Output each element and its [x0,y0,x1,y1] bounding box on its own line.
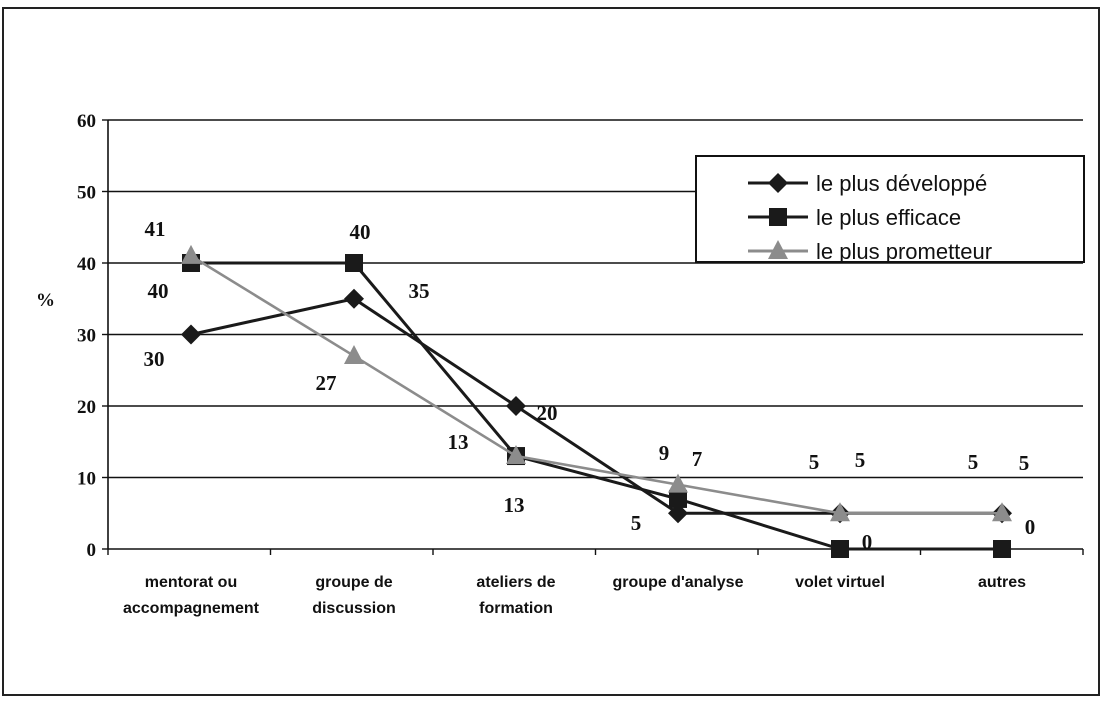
triangle-marker [830,502,850,522]
data-label: 5 [809,450,820,474]
x-category-label: formation [479,600,553,617]
x-category-label: volet virtuel [795,574,885,591]
data-label: 30 [144,347,165,371]
data-label: 13 [504,493,525,517]
diamond-marker [668,503,688,524]
data-label: 5 [631,511,642,535]
chart-outer-border [2,7,1100,696]
y-axis-label: % [36,290,55,311]
data-label: 40 [148,279,169,303]
legend-label: le plus développé [816,171,987,196]
data-label: 5 [855,448,866,472]
y-tick-label: 0 [87,540,97,561]
square-marker [831,540,849,558]
x-category-label: ateliers de [476,574,555,591]
y-tick-label: 10 [77,469,96,490]
data-label: 7 [692,447,703,471]
x-category-label: autres [978,574,1026,591]
x-category-label: accompagnement [123,600,260,617]
triangle-marker [668,473,688,493]
triangle-marker [506,445,526,465]
diamond-marker [506,396,526,416]
legend-label: le plus efficace [816,205,961,230]
y-tick-label: 40 [77,254,96,275]
series-lines [181,244,1012,558]
legend-diamond-marker [768,173,788,193]
x-category-label: groupe d'analyse [613,574,744,591]
diamond-marker [181,324,201,345]
data-label: 20 [537,401,558,425]
legend-box [695,155,1085,263]
data-label: 41 [145,217,166,241]
legend-triangle-marker [768,240,788,259]
series-le-plus-prometteur [181,244,1012,522]
diamond-marker [344,288,364,309]
triangle-marker [181,244,201,264]
data-label: 40 [350,220,371,244]
data-label: 5 [968,450,979,474]
data-label: 0 [862,530,873,554]
data-label: 5 [1019,451,1030,475]
square-marker [345,254,363,272]
legend: le plus développé le plus efficace le plus… [695,155,1085,264]
data-label: 35 [409,279,430,303]
x-category-label: discussion [312,600,396,617]
triangle-marker [992,502,1012,522]
y-tick-label: 20 [77,397,96,418]
square-marker [993,540,1011,558]
data-labels: 41 40 30 40 35 27 20 13 13 9 7 5 5 5 0 5 5 0 [144,217,1036,554]
square-marker [669,489,687,508]
series-line [190,254,1002,515]
legend-square-marker [769,208,787,226]
legend-label: le plus prometteur [816,239,992,264]
y-tick-label: 30 [77,326,96,347]
x-category-label: mentorat ou [145,574,237,591]
triangle-marker [344,344,364,364]
data-label: 27 [316,371,337,395]
x-category-label: groupe de [315,574,392,591]
y-tick-label: 50 [77,183,96,204]
series-line [191,261,1002,551]
y-tick-label: 60 [77,111,96,132]
data-label: 0 [1025,515,1036,539]
data-label: 13 [448,430,469,454]
data-label: 9 [659,441,670,465]
